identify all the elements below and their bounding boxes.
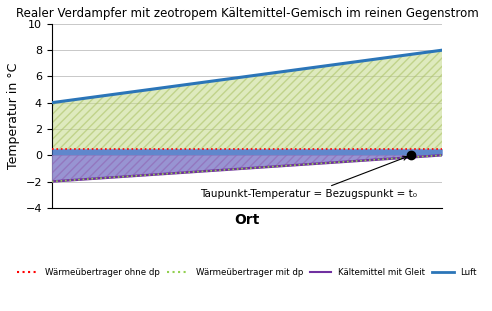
Y-axis label: Temperatur in °C: Temperatur in °C [7,63,20,169]
Text: Taupunkt-Temperatur = Bezugspunkt = t₀: Taupunkt-Temperatur = Bezugspunkt = t₀ [200,156,417,199]
Legend: Wärmeübertrager ohne dp, Wärmeübertrager mit dp, Kältemittel mit Gleit, Luft: Wärmeübertrager ohne dp, Wärmeübertrager… [13,265,481,281]
X-axis label: Ort: Ort [234,213,260,227]
Title: Realer Verdampfer mit zeotropem Kältemittel-Gemisch im reinen Gegenstrom: Realer Verdampfer mit zeotropem Kältemit… [16,7,478,20]
